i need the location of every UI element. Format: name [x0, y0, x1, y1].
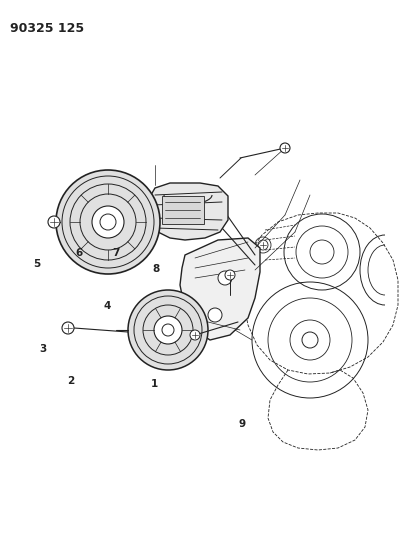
Polygon shape	[148, 183, 228, 240]
Text: 4: 4	[104, 302, 111, 311]
Text: 8: 8	[152, 264, 160, 274]
Circle shape	[224, 270, 234, 280]
Text: 2: 2	[67, 376, 75, 386]
Text: 6: 6	[75, 248, 83, 258]
Circle shape	[153, 316, 181, 344]
FancyBboxPatch shape	[162, 196, 203, 224]
Text: 7: 7	[112, 248, 119, 258]
Circle shape	[257, 240, 267, 250]
Circle shape	[92, 206, 124, 238]
Circle shape	[279, 143, 289, 153]
Text: 1: 1	[150, 379, 158, 389]
Circle shape	[217, 271, 231, 285]
Circle shape	[62, 322, 74, 334]
Text: 90325 125: 90325 125	[10, 22, 84, 35]
Polygon shape	[179, 238, 259, 340]
Circle shape	[301, 332, 317, 348]
Circle shape	[48, 216, 60, 228]
Text: 9: 9	[237, 419, 245, 429]
Text: 5: 5	[33, 259, 40, 269]
Circle shape	[207, 308, 222, 322]
Circle shape	[128, 290, 207, 370]
Text: 3: 3	[39, 344, 46, 354]
Circle shape	[56, 170, 160, 274]
Circle shape	[190, 330, 200, 340]
